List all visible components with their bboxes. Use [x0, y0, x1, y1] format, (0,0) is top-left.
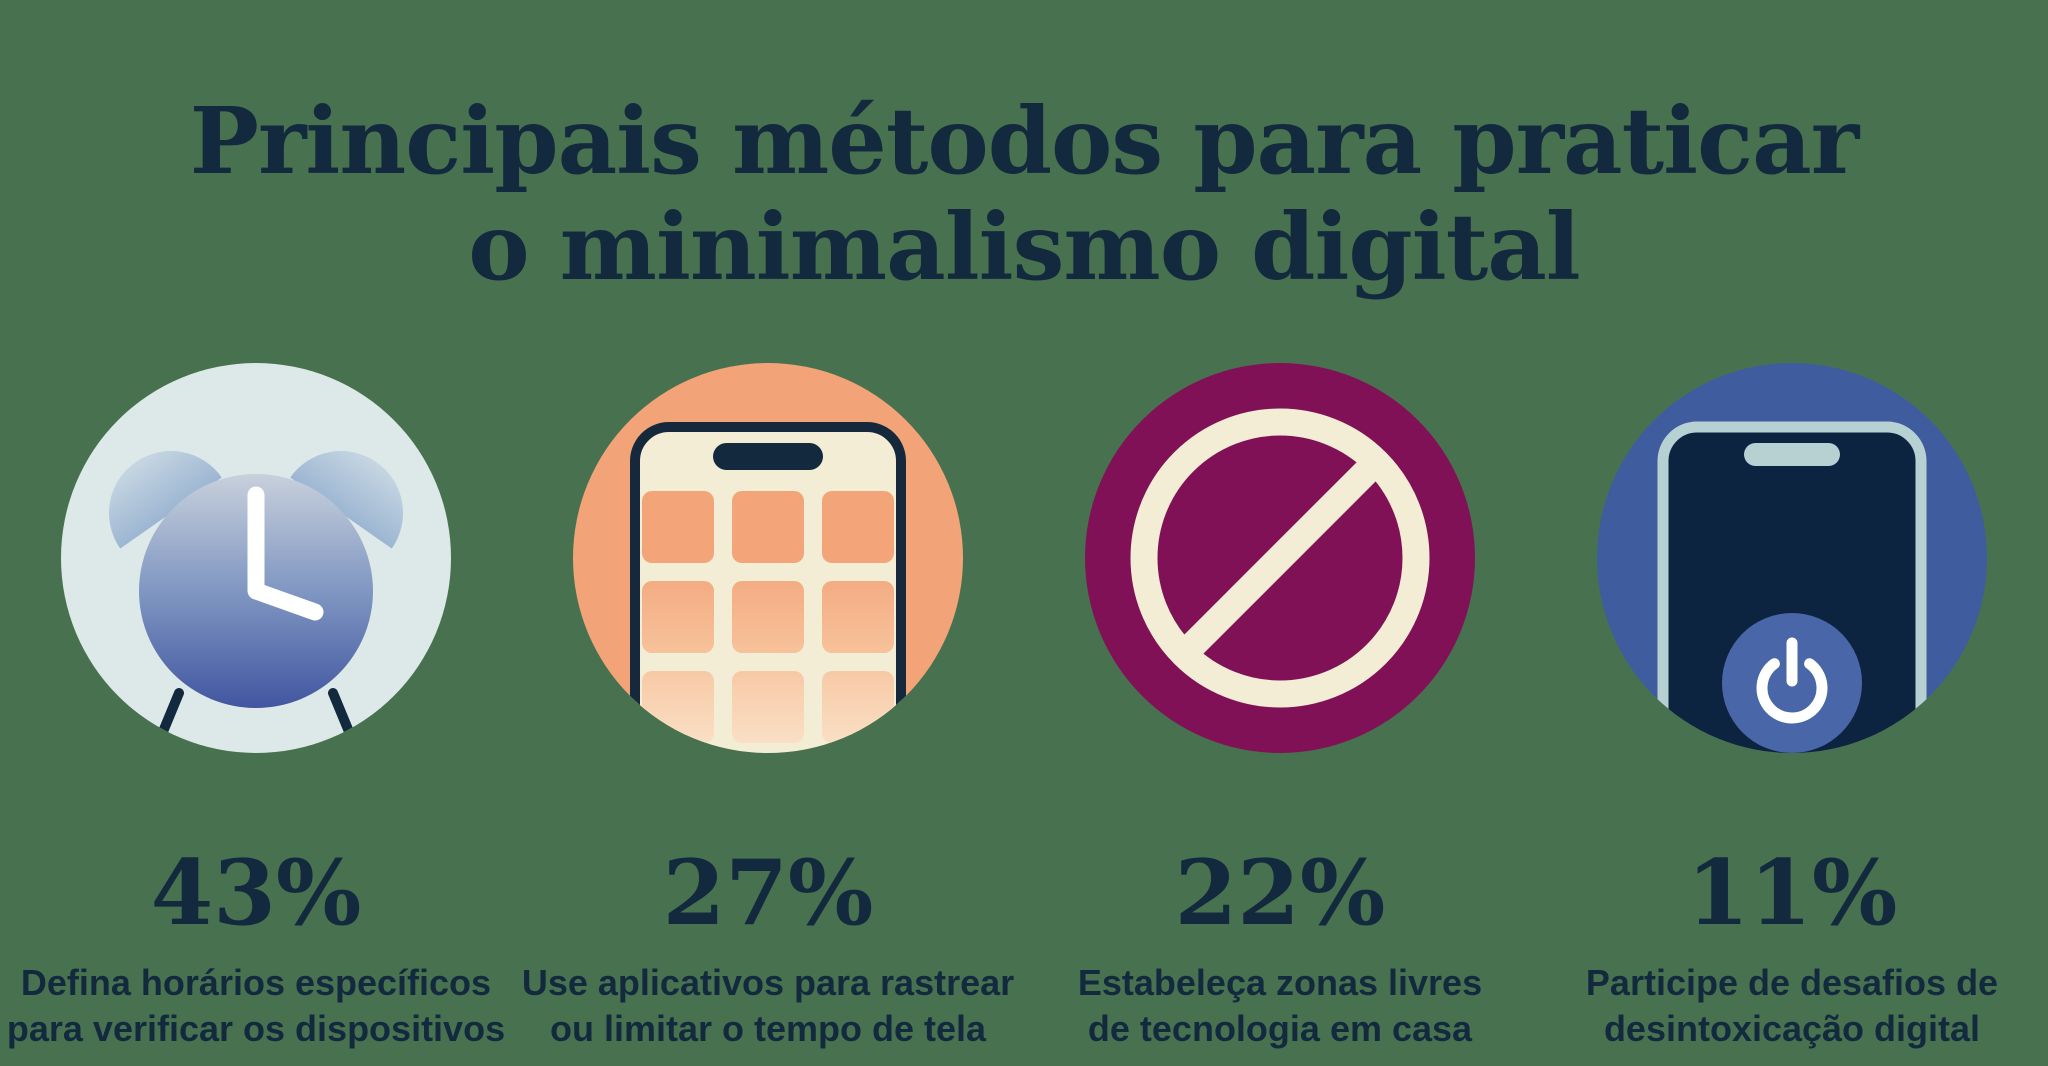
- prohibition-ring: [1130, 408, 1430, 708]
- prohibition-circle: [1085, 362, 1475, 753]
- methods-row: 43% Defina horários específicos para veri…: [0, 362, 2048, 1054]
- method-caption: Estabeleça zonas livres de tecnologia em …: [1078, 960, 1482, 1054]
- app-grid: [642, 490, 894, 743]
- phone-notch: [1744, 442, 1840, 466]
- power-glyph-arc: [1756, 657, 1828, 724]
- alarm-clock-circle: [61, 362, 451, 753]
- prohibition-icon: [1130, 408, 1430, 708]
- phone-power-icon: [1657, 421, 1927, 753]
- phone-apps-icon: [630, 421, 906, 753]
- alarm-clock-hands: [247, 486, 324, 621]
- caption-line2: desintoxicação digital: [1603, 1008, 1981, 1050]
- caption-line2: para verificar os dispositivos: [6, 1008, 506, 1050]
- method-item-horarios: 43% Defina horários específicos para veri…: [0, 362, 512, 1054]
- alarm-bell-right: [290, 450, 403, 549]
- caption-line1: Estabeleça zonas livres: [1077, 961, 1483, 1003]
- caption-line1: Use aplicativos para rastrear: [521, 961, 1015, 1003]
- phone-notch: [713, 442, 823, 470]
- page-title-line2: o minimalismo digital: [468, 193, 1581, 302]
- alarm-leg-left: [150, 687, 184, 753]
- phone-apps-circle: [573, 362, 963, 753]
- method-item-aplicativos: 27% Use aplicativos para rastrear ou limi…: [512, 362, 1024, 1054]
- alarm-leg-right: [328, 687, 362, 753]
- percent-value: 27%: [662, 839, 874, 946]
- method-caption: Defina horários específicos para verifica…: [7, 960, 505, 1054]
- method-caption: Use aplicativos para rastrear ou limitar …: [522, 960, 1014, 1054]
- page-title: Principais métodos para praticar o minima…: [0, 62, 2048, 301]
- percent-value: 22%: [1174, 839, 1386, 946]
- alarm-clock-icon: [109, 450, 403, 753]
- caption-line1: Participe de desafios de: [1585, 961, 1999, 1003]
- percent-value: 11%: [1686, 839, 1898, 946]
- page-title-line1: Principais métodos para praticar: [189, 86, 1859, 195]
- prohibition-slash: [1174, 452, 1386, 664]
- method-item-zonas-livres: 22% Estabeleça zonas livres de tecnologia…: [1024, 362, 1536, 1054]
- percent-value: 43%: [150, 839, 362, 946]
- caption-line1: Defina horários específicos: [20, 961, 492, 1003]
- caption-line2: de tecnologia em casa: [1087, 1008, 1473, 1050]
- phone-power-circle: [1597, 362, 1987, 753]
- method-caption: Participe de desafios de desintoxicação d…: [1586, 960, 1998, 1054]
- caption-line2: ou limitar o tempo de tela: [549, 1008, 987, 1050]
- alarm-bell-left: [109, 450, 222, 549]
- infographic: Principais métodos para praticar o minima…: [0, 62, 2048, 1054]
- method-item-desintoxicacao: 11% Participe de desafios de desintoxicaç…: [1536, 362, 2048, 1054]
